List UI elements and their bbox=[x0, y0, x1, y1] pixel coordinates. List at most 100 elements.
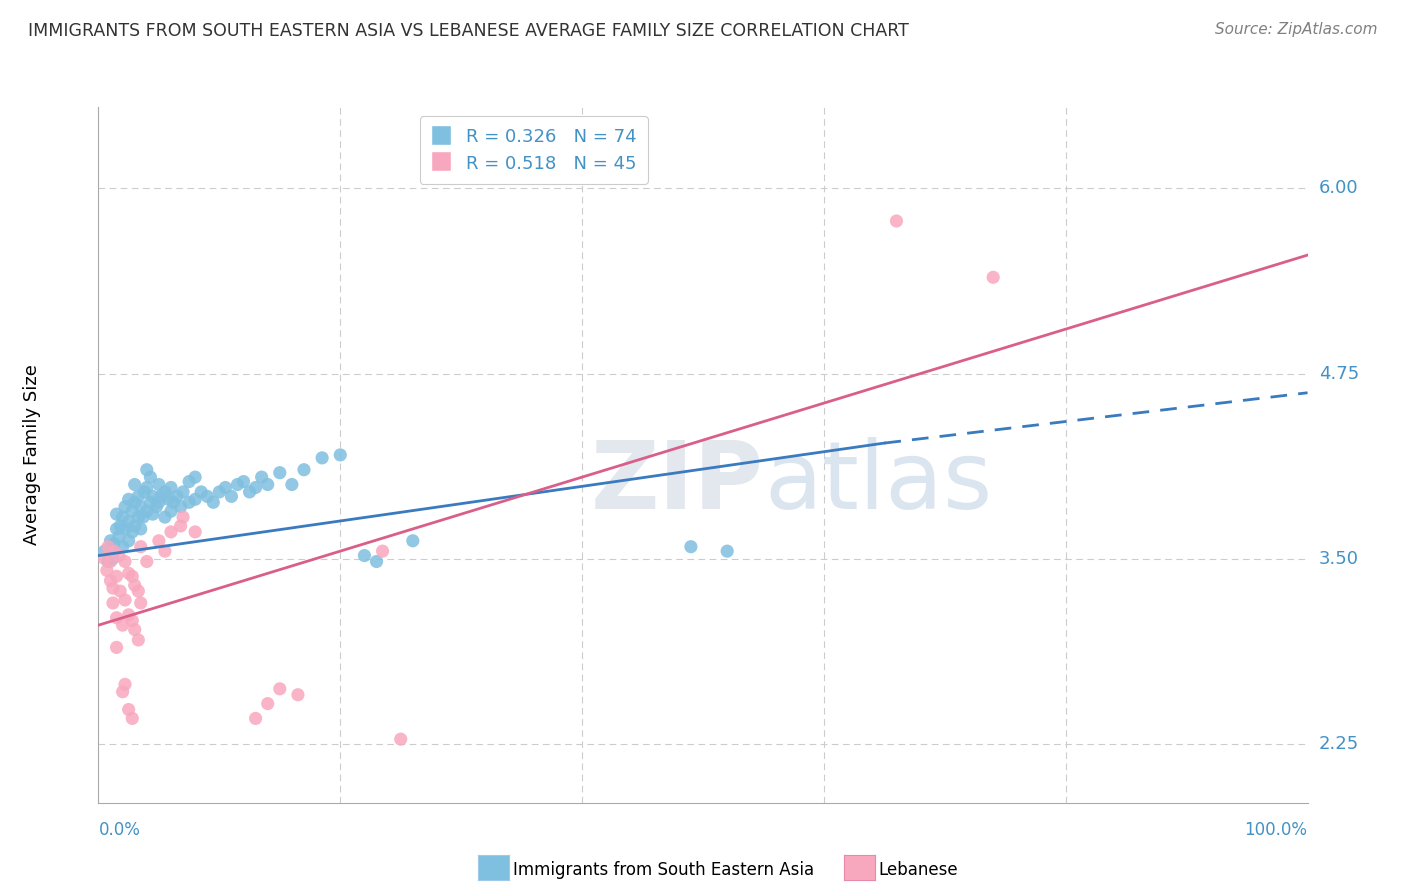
Point bbox=[114, 593, 136, 607]
Legend: R = 0.326   N = 74, R = 0.518   N = 45: R = 0.326 N = 74, R = 0.518 N = 45 bbox=[419, 116, 648, 184]
Text: 4.75: 4.75 bbox=[1319, 365, 1360, 383]
Point bbox=[105, 569, 128, 583]
Point bbox=[716, 544, 738, 558]
Point bbox=[105, 640, 128, 655]
Point bbox=[114, 522, 136, 536]
Point bbox=[111, 685, 134, 699]
Point bbox=[160, 504, 183, 518]
Point bbox=[111, 510, 134, 524]
Point bbox=[103, 537, 125, 551]
Text: ZIP: ZIP bbox=[591, 437, 763, 529]
Point bbox=[121, 524, 143, 539]
Point bbox=[135, 504, 157, 518]
Text: Immigrants from South Eastern Asia: Immigrants from South Eastern Asia bbox=[513, 861, 814, 879]
Point bbox=[124, 623, 146, 637]
Point bbox=[886, 214, 908, 228]
Point bbox=[108, 519, 131, 533]
Point bbox=[250, 470, 273, 484]
Point bbox=[135, 554, 157, 568]
Point bbox=[105, 611, 128, 625]
Point bbox=[148, 477, 170, 491]
Point bbox=[148, 495, 170, 509]
Point bbox=[134, 484, 156, 499]
Point bbox=[281, 477, 304, 491]
Point bbox=[124, 519, 146, 533]
Point bbox=[153, 510, 176, 524]
Point bbox=[142, 507, 165, 521]
Point bbox=[118, 566, 141, 581]
Point bbox=[124, 495, 146, 509]
Point bbox=[214, 481, 236, 495]
Point bbox=[232, 475, 254, 489]
Point bbox=[221, 489, 243, 503]
Text: 3.50: 3.50 bbox=[1319, 549, 1358, 567]
Point bbox=[108, 584, 131, 599]
Point bbox=[121, 614, 143, 628]
Point bbox=[169, 519, 191, 533]
Point bbox=[100, 554, 122, 568]
Point bbox=[195, 489, 218, 503]
Point bbox=[239, 484, 262, 499]
Point bbox=[160, 524, 183, 539]
Point bbox=[245, 481, 267, 495]
Point bbox=[269, 466, 291, 480]
Point bbox=[353, 549, 375, 563]
Point bbox=[157, 492, 180, 507]
Point bbox=[105, 522, 128, 536]
Point bbox=[97, 540, 120, 554]
Point bbox=[389, 732, 412, 747]
Point bbox=[100, 549, 122, 563]
Point bbox=[402, 533, 425, 548]
Text: 0.0%: 0.0% bbox=[98, 821, 141, 838]
Text: 2.25: 2.25 bbox=[1319, 735, 1360, 753]
Point bbox=[245, 711, 267, 725]
Point bbox=[329, 448, 352, 462]
Point bbox=[202, 495, 225, 509]
Text: 6.00: 6.00 bbox=[1319, 179, 1358, 197]
Point bbox=[177, 495, 201, 509]
Point bbox=[124, 578, 146, 592]
Text: Average Family Size: Average Family Size bbox=[22, 365, 41, 545]
Point bbox=[172, 484, 194, 499]
Point bbox=[269, 681, 291, 696]
Point bbox=[101, 551, 124, 566]
Text: IMMIGRANTS FROM SOUTH EASTERN ASIA VS LEBANESE AVERAGE FAMILY SIZE CORRELATION C: IMMIGRANTS FROM SOUTH EASTERN ASIA VS LE… bbox=[28, 22, 910, 40]
Point bbox=[108, 529, 131, 543]
Point bbox=[114, 677, 136, 691]
Point bbox=[121, 504, 143, 518]
Point bbox=[118, 607, 141, 622]
Point bbox=[101, 581, 124, 595]
Point bbox=[111, 540, 134, 554]
Point bbox=[103, 544, 125, 558]
Point bbox=[190, 484, 212, 499]
Point bbox=[132, 510, 155, 524]
Point bbox=[150, 489, 173, 503]
Point bbox=[121, 711, 143, 725]
Point bbox=[127, 632, 149, 647]
Text: 100.0%: 100.0% bbox=[1244, 821, 1308, 838]
Point bbox=[311, 450, 333, 465]
Point bbox=[93, 551, 115, 566]
Point bbox=[226, 477, 249, 491]
Text: Lebanese: Lebanese bbox=[879, 861, 959, 879]
Point bbox=[118, 533, 141, 548]
Point bbox=[108, 549, 131, 563]
Point bbox=[129, 522, 152, 536]
Point bbox=[256, 697, 278, 711]
Point bbox=[184, 524, 207, 539]
Point bbox=[96, 563, 118, 577]
Text: atlas: atlas bbox=[765, 437, 993, 529]
Point bbox=[256, 477, 278, 491]
Point bbox=[118, 492, 141, 507]
Point bbox=[139, 470, 162, 484]
Point bbox=[145, 500, 167, 514]
Point bbox=[127, 510, 149, 524]
Point bbox=[97, 554, 120, 568]
Text: Source: ZipAtlas.com: Source: ZipAtlas.com bbox=[1215, 22, 1378, 37]
Point bbox=[371, 544, 394, 558]
Point bbox=[184, 470, 207, 484]
Point bbox=[292, 463, 315, 477]
Point bbox=[162, 495, 184, 509]
Point bbox=[139, 495, 162, 509]
Point bbox=[111, 618, 134, 632]
